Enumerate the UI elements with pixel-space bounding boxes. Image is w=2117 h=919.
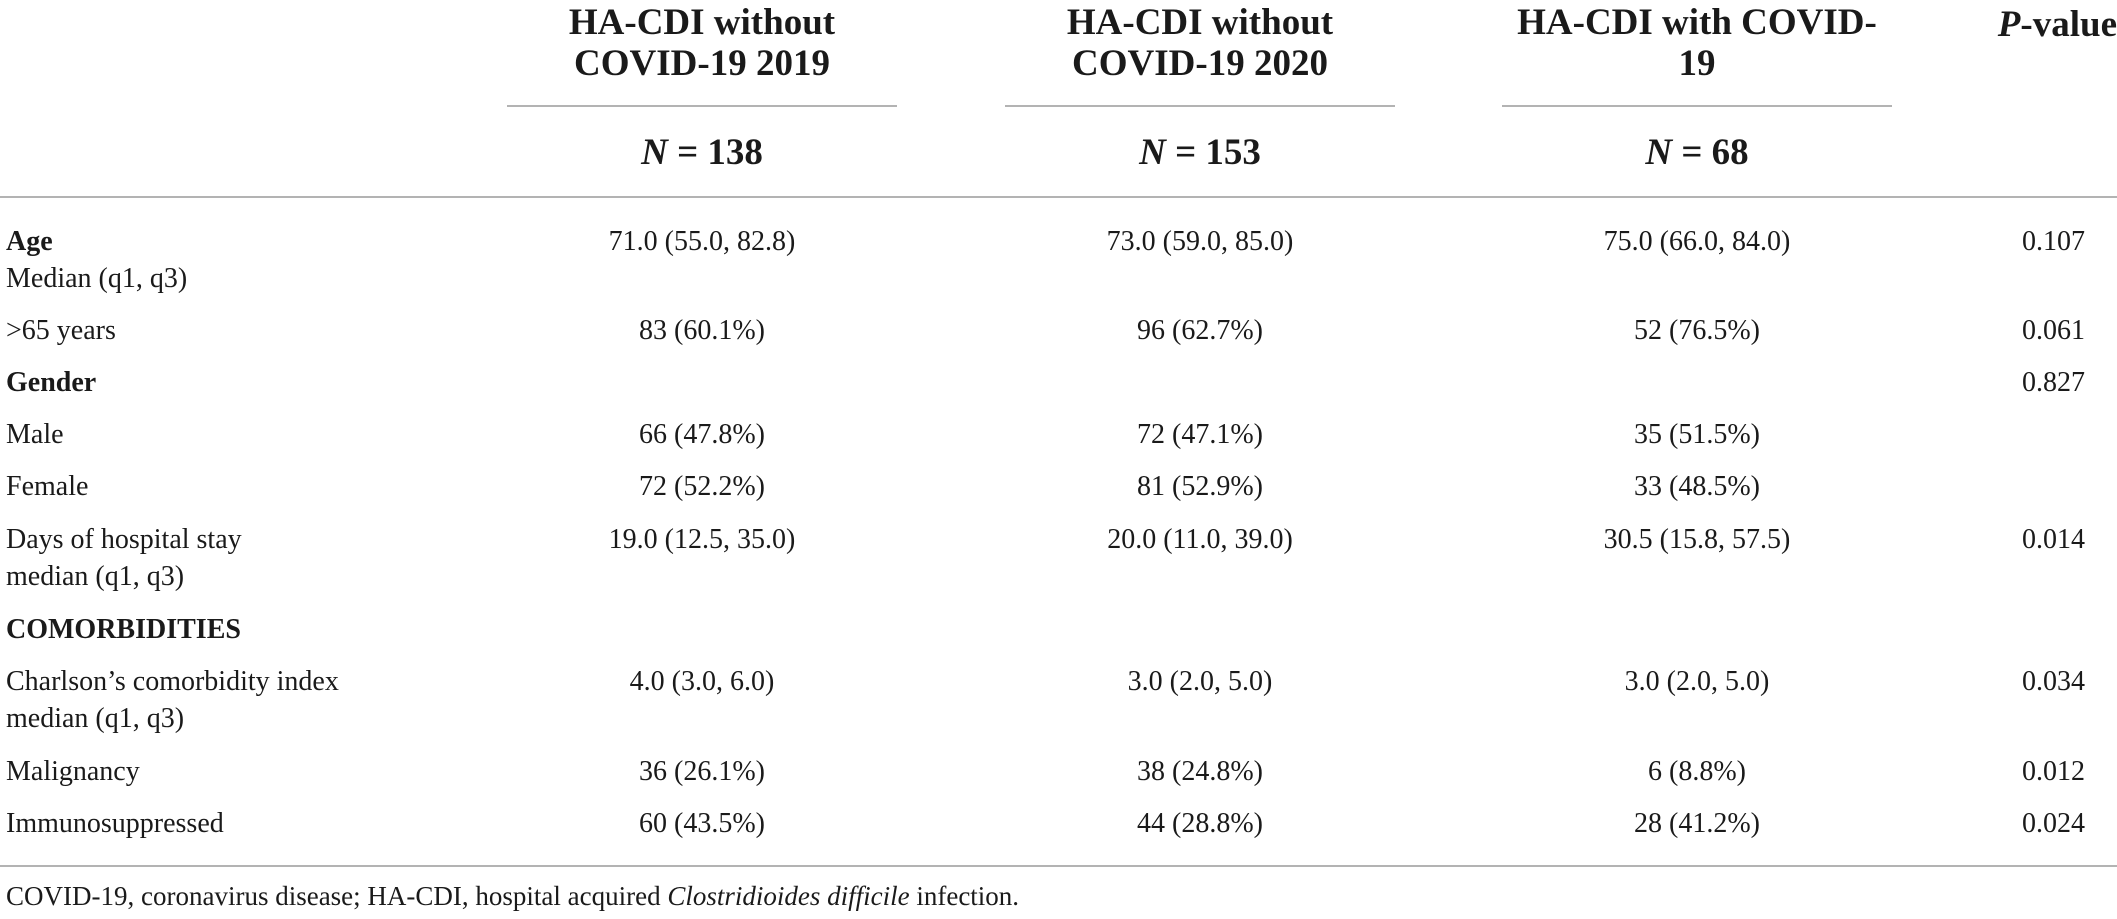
cell-gender-pvalue: 0.827 bbox=[2022, 367, 2085, 398]
col-header-2020: HA-CDI without COVID-19 2020 bbox=[1066, 2, 1334, 84]
row-label-age: Age bbox=[6, 226, 53, 257]
table-footnote: COVID-19, coronavirus disease; HA-CDI, h… bbox=[6, 881, 1020, 911]
row-sublabel-hospital-stay: median (q1, q3) bbox=[6, 561, 185, 592]
cell-hospital-stay-pvalue: 0.014 bbox=[2022, 524, 2085, 555]
cell-malignancy-2020: 38 (24.8%) bbox=[1137, 756, 1263, 787]
cell-malignancy-2019: 36 (26.1%) bbox=[639, 756, 765, 787]
cell-over65-2019: 83 (60.1%) bbox=[639, 315, 765, 346]
row-label-hospital-stay: Days of hospital stay bbox=[6, 524, 242, 555]
cell-immunosuppressed-2019: 60 (43.5%) bbox=[639, 808, 765, 839]
col-header-covid: HA-CDI with COVID-19 bbox=[1517, 2, 1877, 84]
row-label-charlson: Charlson’s comorbidity index bbox=[6, 666, 339, 697]
cell-female-covid: 33 (48.5%) bbox=[1634, 471, 1760, 502]
cell-age-2020: 73.0 (59.0, 85.0) bbox=[1106, 226, 1294, 257]
cell-malignancy-pvalue: 0.012 bbox=[2022, 756, 2085, 787]
cell-male-covid: 35 (51.5%) bbox=[1634, 419, 1760, 450]
row-sublabel-charlson: median (q1, q3) bbox=[6, 703, 185, 734]
header-underline-covid bbox=[1502, 105, 1892, 107]
cell-female-2020: 81 (52.9%) bbox=[1137, 471, 1263, 502]
cell-male-2019: 66 (47.8%) bbox=[639, 419, 765, 450]
cell-hospital-stay-covid: 30.5 (15.8, 57.5) bbox=[1603, 524, 1791, 555]
n-count-2020: N = 153 bbox=[1139, 132, 1261, 173]
cell-over65-pvalue: 0.061 bbox=[2022, 315, 2085, 346]
cell-female-2019: 72 (52.2%) bbox=[639, 471, 765, 502]
cell-immunosuppressed-2020: 44 (28.8%) bbox=[1137, 808, 1263, 839]
row-label-female: Female bbox=[6, 471, 89, 502]
cell-immunosuppressed-pvalue: 0.024 bbox=[2022, 808, 2085, 839]
cell-hospital-stay-2020: 20.0 (11.0, 39.0) bbox=[1107, 524, 1293, 555]
row-label-over65: >65 years bbox=[6, 315, 116, 346]
cell-over65-covid: 52 (76.5%) bbox=[1634, 315, 1760, 346]
cell-immunosuppressed-covid: 28 (41.2%) bbox=[1634, 808, 1760, 839]
cell-malignancy-covid: 6 (8.8%) bbox=[1648, 756, 1746, 787]
cell-male-2020: 72 (47.1%) bbox=[1137, 419, 1263, 450]
cell-hospital-stay-2019: 19.0 (12.5, 35.0) bbox=[608, 524, 796, 555]
table-bottom-rule bbox=[0, 865, 2117, 867]
cell-age-pvalue: 0.107 bbox=[2022, 226, 2085, 257]
cell-age-2019: 71.0 (55.0, 82.8) bbox=[608, 226, 796, 257]
row-label-malignancy: Malignancy bbox=[6, 756, 140, 787]
n-count-covid: N = 68 bbox=[1645, 132, 1749, 173]
cell-charlson-2019: 4.0 (3.0, 6.0) bbox=[629, 666, 775, 697]
pvalue-header: P-value bbox=[1997, 4, 2117, 45]
cell-age-covid: 75.0 (66.0, 84.0) bbox=[1603, 226, 1791, 257]
header-underline-2019 bbox=[507, 105, 897, 107]
cell-charlson-pvalue: 0.034 bbox=[2022, 666, 2085, 697]
header-underline-2020 bbox=[1005, 105, 1395, 107]
cell-over65-2020: 96 (62.7%) bbox=[1137, 315, 1263, 346]
section-label-comorbidities: COMORBIDITIES bbox=[6, 614, 241, 645]
table-header-rule bbox=[0, 196, 2117, 198]
cell-charlson-2020: 3.0 (2.0, 5.0) bbox=[1127, 666, 1273, 697]
row-label-gender: Gender bbox=[6, 367, 97, 398]
row-label-male: Male bbox=[6, 419, 64, 450]
col-header-2019: HA-CDI without COVID-19 2019 bbox=[568, 2, 836, 84]
row-label-immunosuppressed: Immunosuppressed bbox=[6, 808, 224, 839]
n-count-2019: N = 138 bbox=[641, 132, 763, 173]
cell-charlson-covid: 3.0 (2.0, 5.0) bbox=[1624, 666, 1770, 697]
row-sublabel-age: Median (q1, q3) bbox=[6, 263, 188, 294]
